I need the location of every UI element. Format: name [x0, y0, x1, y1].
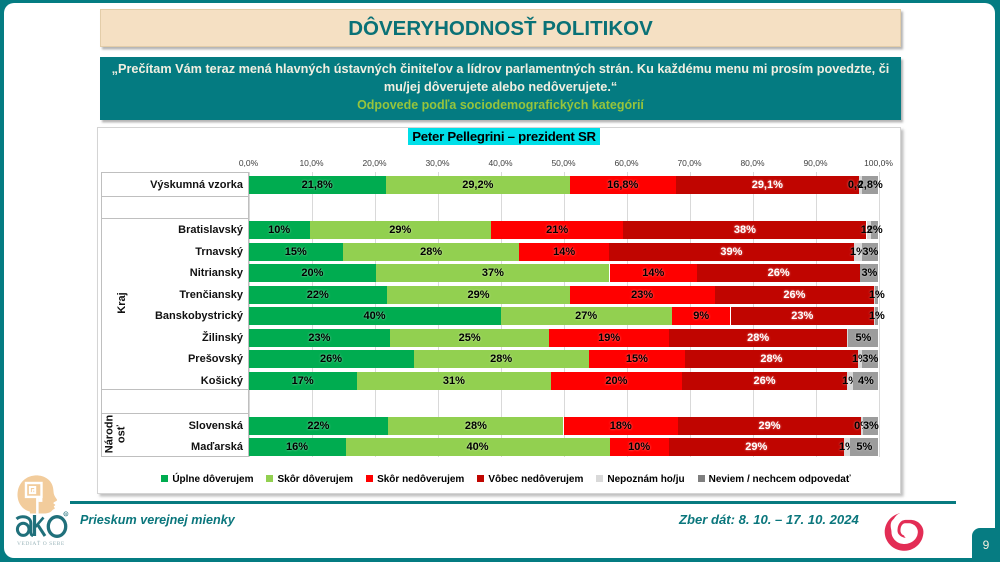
svg-text:R: R	[65, 513, 68, 517]
